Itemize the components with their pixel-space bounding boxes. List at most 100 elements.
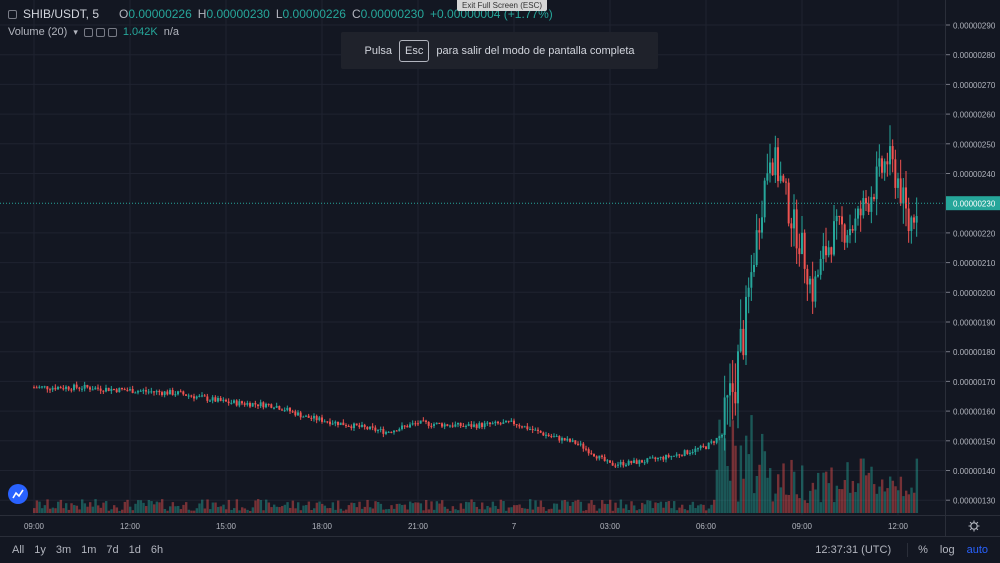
tradingview-cloud-icon[interactable] bbox=[8, 484, 28, 504]
range-button-1y[interactable]: 1y bbox=[34, 544, 46, 556]
candle bbox=[582, 442, 585, 452]
candle bbox=[729, 363, 731, 427]
candle-body bbox=[425, 420, 427, 422]
gear-icon[interactable] bbox=[945, 515, 1000, 536]
candle-body bbox=[441, 423, 443, 427]
volume-bar bbox=[787, 494, 791, 513]
candle-body bbox=[339, 422, 342, 426]
volume-bar bbox=[510, 507, 513, 513]
candle-body bbox=[758, 230, 761, 233]
candle-body bbox=[158, 391, 161, 393]
close-icon[interactable] bbox=[107, 27, 117, 37]
candle bbox=[707, 442, 710, 450]
volume-bar bbox=[790, 459, 793, 513]
candle-body bbox=[155, 391, 158, 393]
candle-body bbox=[705, 446, 707, 449]
candle bbox=[769, 143, 771, 183]
range-button-3m[interactable]: 3m bbox=[55, 544, 72, 556]
volume-bar bbox=[65, 503, 68, 513]
candle-body bbox=[537, 429, 539, 431]
candle-body bbox=[326, 421, 329, 423]
candle bbox=[902, 178, 905, 224]
candle bbox=[355, 423, 358, 426]
candle-body bbox=[206, 396, 209, 401]
time-axis-labels[interactable]: 09:00 12:00 15:00 18:00 21:00 7 03:00 06:00 09:0… bbox=[0, 516, 945, 536]
price-chart[interactable] bbox=[0, 0, 945, 515]
range-button-all[interactable]: All bbox=[12, 544, 25, 556]
volume-bar bbox=[153, 504, 156, 513]
percent-scale-button[interactable]: % bbox=[918, 544, 928, 556]
volume-bar bbox=[806, 502, 809, 513]
candle bbox=[227, 398, 230, 406]
candle bbox=[723, 375, 726, 451]
collapse-legend-icon[interactable] bbox=[8, 9, 17, 19]
chart-pane[interactable]: SHIB/USDT, 5 O0.00000226 H0.00000230 L0.… bbox=[0, 0, 945, 515]
volume-bar bbox=[43, 505, 47, 513]
candle bbox=[286, 405, 289, 412]
candle bbox=[825, 227, 827, 263]
volume-bar bbox=[409, 501, 412, 513]
candle bbox=[307, 413, 310, 418]
candle bbox=[374, 425, 377, 433]
range-button-1m[interactable]: 1m bbox=[81, 544, 97, 556]
candle-body bbox=[779, 175, 782, 182]
candle bbox=[782, 173, 785, 183]
eye-icon[interactable] bbox=[83, 27, 93, 37]
candle-body bbox=[782, 175, 785, 182]
candle bbox=[657, 457, 659, 462]
volume-bar bbox=[107, 510, 111, 513]
range-button-7d[interactable]: 7d bbox=[106, 544, 119, 556]
candle-body bbox=[817, 274, 819, 277]
candle-body bbox=[265, 403, 267, 408]
volume-bar bbox=[371, 508, 375, 513]
volume-label[interactable]: Volume (20) bbox=[8, 26, 68, 38]
volume-bar bbox=[51, 507, 55, 513]
volume-bar bbox=[35, 500, 39, 513]
candle-body bbox=[177, 391, 179, 395]
utc-clock[interactable]: 12:37:31 (UTC) bbox=[815, 544, 892, 556]
exit-fullscreen-tab[interactable]: Exit Full Screen (ESC) bbox=[457, 0, 547, 11]
candle bbox=[915, 197, 918, 237]
candle bbox=[129, 386, 131, 392]
candle-body bbox=[102, 390, 105, 392]
time-axis[interactable]: 09:00 12:00 15:00 18:00 21:00 7 03:00 06:00 09:0… bbox=[0, 515, 945, 536]
candle bbox=[481, 422, 483, 430]
range-button-1d[interactable]: 1d bbox=[128, 544, 141, 556]
candle bbox=[430, 423, 433, 429]
volume-bar bbox=[465, 501, 468, 513]
settings-small-icon[interactable] bbox=[95, 27, 105, 37]
volume-bar bbox=[222, 504, 225, 513]
candle bbox=[275, 402, 278, 409]
volume-bar bbox=[758, 464, 761, 513]
price-scale[interactable]: 0.00000290 0.00000280 0.00000270 0.00000260… bbox=[945, 0, 1000, 515]
volume-bar bbox=[670, 508, 673, 513]
chevron-down-icon[interactable]: ▾ bbox=[73, 26, 78, 37]
volume-bar bbox=[326, 508, 329, 513]
open-key: O bbox=[119, 7, 129, 21]
volume-bar bbox=[99, 507, 103, 513]
volume-bar bbox=[635, 510, 639, 513]
volume-bar bbox=[886, 488, 889, 513]
log-scale-button[interactable]: log bbox=[939, 544, 955, 556]
price-scale-labels[interactable]: 0.00000290 0.00000280 0.00000270 0.00000260… bbox=[946, 0, 1000, 515]
candle-body bbox=[707, 442, 710, 449]
volume-bar bbox=[851, 480, 855, 513]
candle bbox=[579, 440, 582, 447]
price-tick-label: 0.00000200 bbox=[953, 289, 996, 298]
candle bbox=[737, 344, 739, 429]
volume-bar bbox=[414, 502, 417, 513]
candle bbox=[49, 387, 51, 394]
candle-body bbox=[910, 217, 913, 231]
volume-bar bbox=[625, 504, 628, 513]
auto-scale-button[interactable]: auto bbox=[966, 544, 988, 556]
candle-body bbox=[699, 445, 702, 449]
symbol-label[interactable]: SHIB/USDT, 5 bbox=[23, 7, 100, 21]
range-button-6h[interactable]: 6h bbox=[150, 544, 164, 556]
candle bbox=[913, 214, 915, 230]
volume-bar bbox=[473, 501, 476, 513]
volume-bar bbox=[651, 508, 655, 513]
candles bbox=[33, 125, 918, 469]
price-tick-label: 0.00000170 bbox=[953, 378, 996, 387]
candle bbox=[641, 459, 643, 463]
candle-body bbox=[451, 425, 454, 427]
